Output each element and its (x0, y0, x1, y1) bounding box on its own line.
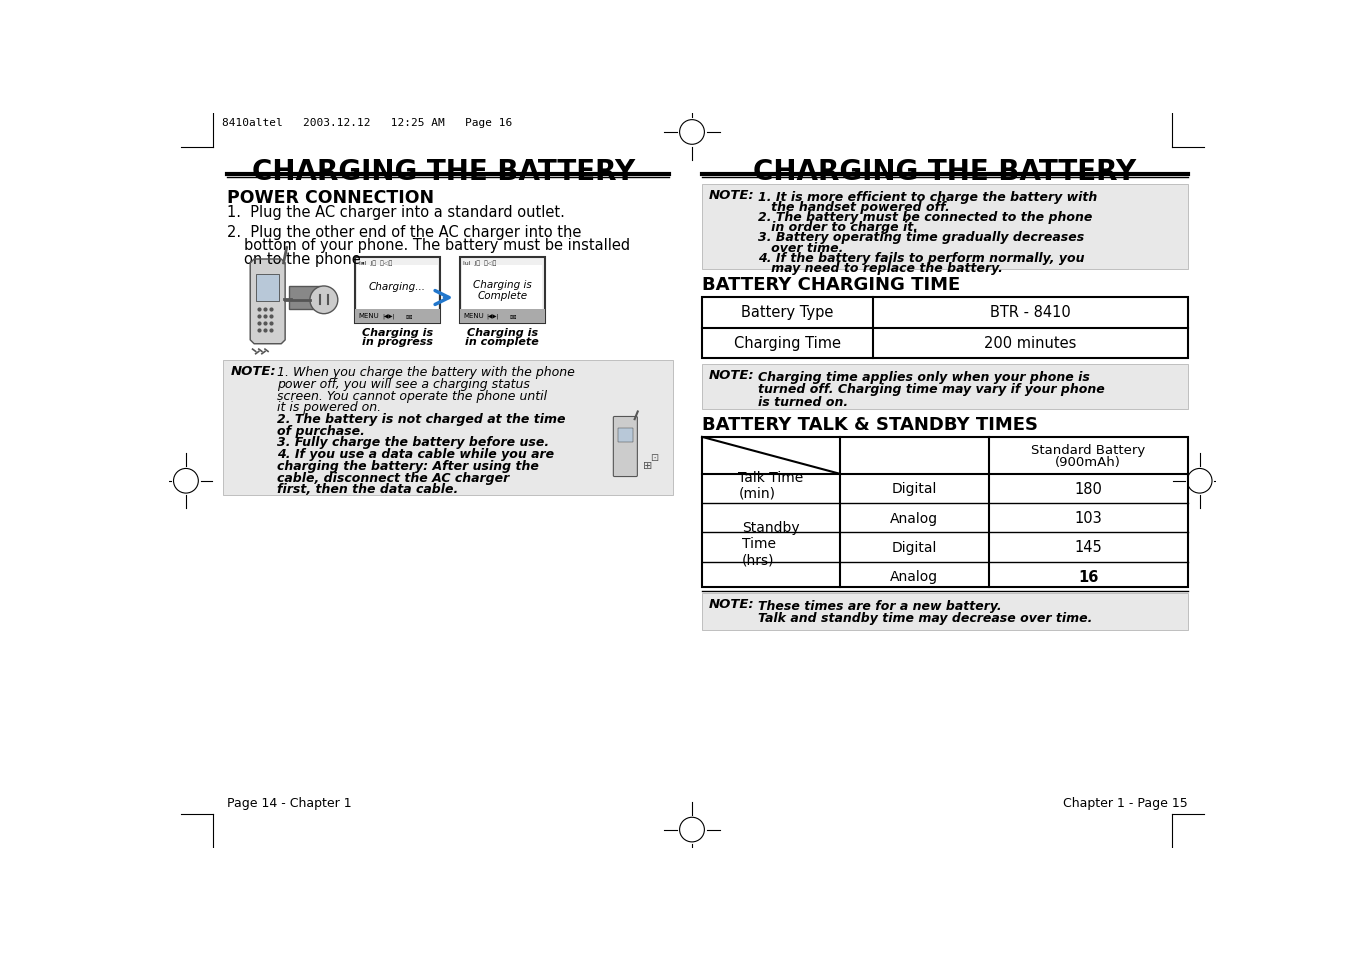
Text: Analog: Analog (890, 511, 939, 525)
Bar (223, 360, 673, 496)
Text: Charging Time: Charging Time (734, 335, 840, 351)
Text: 180: 180 (1074, 481, 1102, 497)
FancyBboxPatch shape (613, 417, 638, 477)
Text: Battery Type: Battery Type (742, 305, 834, 320)
Text: in complete: in complete (465, 336, 539, 347)
Text: Complete: Complete (477, 291, 527, 300)
Text: Charging is: Charging is (466, 328, 538, 337)
Text: 1.  Plug the AC charger into a standard outlet.: 1. Plug the AC charger into a standard o… (227, 205, 565, 220)
Bar (355, 310, 440, 324)
Text: Talk and standby time may decrease over time.: Talk and standby time may decrease over … (758, 611, 1092, 624)
Text: Page 14 - Chapter 1: Page 14 - Chapter 1 (227, 796, 351, 809)
Bar (703, 297, 1188, 359)
Bar (703, 594, 1188, 631)
Text: ✉: ✉ (509, 313, 516, 322)
Text: NOTE:: NOTE: (708, 189, 754, 202)
Text: Charging time applies only when your phone is: Charging time applies only when your pho… (758, 371, 1090, 383)
Text: 2. The battery is not charged at the time: 2. The battery is not charged at the tim… (277, 413, 566, 426)
Text: These times are for a new battery.: These times are for a new battery. (758, 598, 1001, 612)
Text: Charging...: Charging... (369, 281, 426, 292)
Text: Charging is: Charging is (362, 328, 434, 337)
Text: 8410altel   2003.12.12   12:25 AM   Page 16: 8410altel 2003.12.12 12:25 AM Page 16 (222, 117, 512, 128)
Text: Talk Time
(min): Talk Time (min) (739, 470, 804, 500)
Text: NOTE:: NOTE: (708, 598, 754, 611)
Text: it is powered on.: it is powered on. (277, 401, 381, 414)
Bar (459, 310, 544, 324)
Text: charging the battery: After using the: charging the battery: After using the (277, 459, 539, 473)
Text: bottom of your phone. The battery must be installed: bottom of your phone. The battery must b… (245, 238, 630, 253)
Text: MENU: MENU (359, 313, 380, 319)
Bar (703, 185, 1188, 270)
Text: 1. When you charge the battery with the phone: 1. When you charge the battery with the … (277, 366, 576, 379)
Text: MENU: MENU (463, 313, 484, 319)
Text: Analog: Analog (890, 570, 939, 583)
Text: power off, you will see a charging status: power off, you will see a charging statu… (277, 377, 530, 391)
Text: 4. If the battery fails to perform normally, you: 4. If the battery fails to perform norma… (758, 252, 1085, 264)
Bar (355, 258, 440, 324)
Text: over time.: over time. (758, 241, 843, 254)
Text: Digital: Digital (892, 540, 938, 555)
Text: on to the phone.: on to the phone. (245, 252, 366, 266)
Bar (289, 287, 320, 310)
Polygon shape (250, 260, 285, 344)
Text: 16: 16 (1078, 569, 1098, 584)
Text: NOTE:: NOTE: (708, 369, 754, 382)
Text: BTR - 8410: BTR - 8410 (989, 305, 1070, 320)
Bar (703, 437, 1188, 587)
Text: turned off. Charging time may vary if your phone: turned off. Charging time may vary if yo… (758, 383, 1105, 395)
Text: Digital: Digital (892, 482, 938, 496)
Text: in progress: in progress (362, 336, 434, 347)
Text: 1. It is more efficient to charge the battery with: 1. It is more efficient to charge the ba… (758, 191, 1097, 204)
Text: screen. You cannot operate the phone until: screen. You cannot operate the phone unt… (277, 389, 547, 402)
Text: 4. If you use a data cable while you are: 4. If you use a data cable while you are (277, 448, 554, 460)
Bar (257, 275, 278, 302)
Text: BATTERY TALK & STANDBY TIMES: BATTERY TALK & STANDBY TIMES (703, 416, 1038, 434)
Text: Chapter 1 - Page 15: Chapter 1 - Page 15 (1063, 796, 1188, 809)
Bar (462, 266, 542, 310)
Text: POWER CONNECTION: POWER CONNECTION (227, 189, 434, 207)
Text: may need to replace the battery.: may need to replace the battery. (758, 261, 1002, 274)
Text: (900mAh): (900mAh) (1055, 456, 1121, 469)
Text: 200 minutes: 200 minutes (984, 335, 1077, 351)
Text: 3. Fully charge the battery before use.: 3. Fully charge the battery before use. (277, 436, 550, 449)
Text: Standby
Time
(hrs): Standby Time (hrs) (742, 520, 800, 567)
Text: CHARGING THE BATTERY: CHARGING THE BATTERY (753, 157, 1136, 186)
Text: lul  J㍿  ㍿◁㍻: lul J㍿ ㍿◁㍻ (463, 260, 497, 266)
Text: is turned on.: is turned on. (758, 395, 848, 408)
Text: 103: 103 (1074, 511, 1102, 526)
Text: 2. The battery must be connected to the phone: 2. The battery must be connected to the … (758, 211, 1092, 224)
Text: Charging is: Charging is (473, 280, 531, 290)
Text: BATTERY CHARGING TIME: BATTERY CHARGING TIME (703, 275, 961, 294)
Text: in order to charge it.: in order to charge it. (758, 221, 917, 233)
Text: first, then the data cable.: first, then the data cable. (277, 483, 458, 496)
Text: 145: 145 (1074, 540, 1102, 555)
Text: cable, disconnect the AC charger: cable, disconnect the AC charger (277, 471, 509, 484)
Text: of purchase.: of purchase. (277, 424, 365, 437)
Bar (357, 266, 438, 310)
Text: Standard Battery: Standard Battery (1031, 443, 1146, 456)
Text: ⊡: ⊡ (650, 453, 658, 463)
Text: lul  J㍿  ㍿◁㍻: lul J㍿ ㍿◁㍻ (359, 260, 392, 266)
Text: NOTE:: NOTE: (231, 364, 277, 377)
Text: CHARGING THE BATTERY: CHARGING THE BATTERY (253, 157, 635, 186)
Text: ⊞: ⊞ (643, 460, 653, 471)
Text: |◀▶|: |◀▶| (382, 313, 394, 318)
Bar (617, 429, 634, 443)
Text: ✉: ✉ (405, 313, 412, 322)
Text: |◀▶|: |◀▶| (486, 313, 499, 318)
Text: the handset powered off.: the handset powered off. (758, 201, 950, 213)
Text: 2.  Plug the other end of the AC charger into the: 2. Plug the other end of the AC charger … (227, 225, 581, 240)
Circle shape (309, 287, 338, 314)
Bar (459, 258, 544, 324)
Text: 3. Battery operating time gradually decreases: 3. Battery operating time gradually decr… (758, 232, 1084, 244)
Bar (703, 365, 1188, 410)
